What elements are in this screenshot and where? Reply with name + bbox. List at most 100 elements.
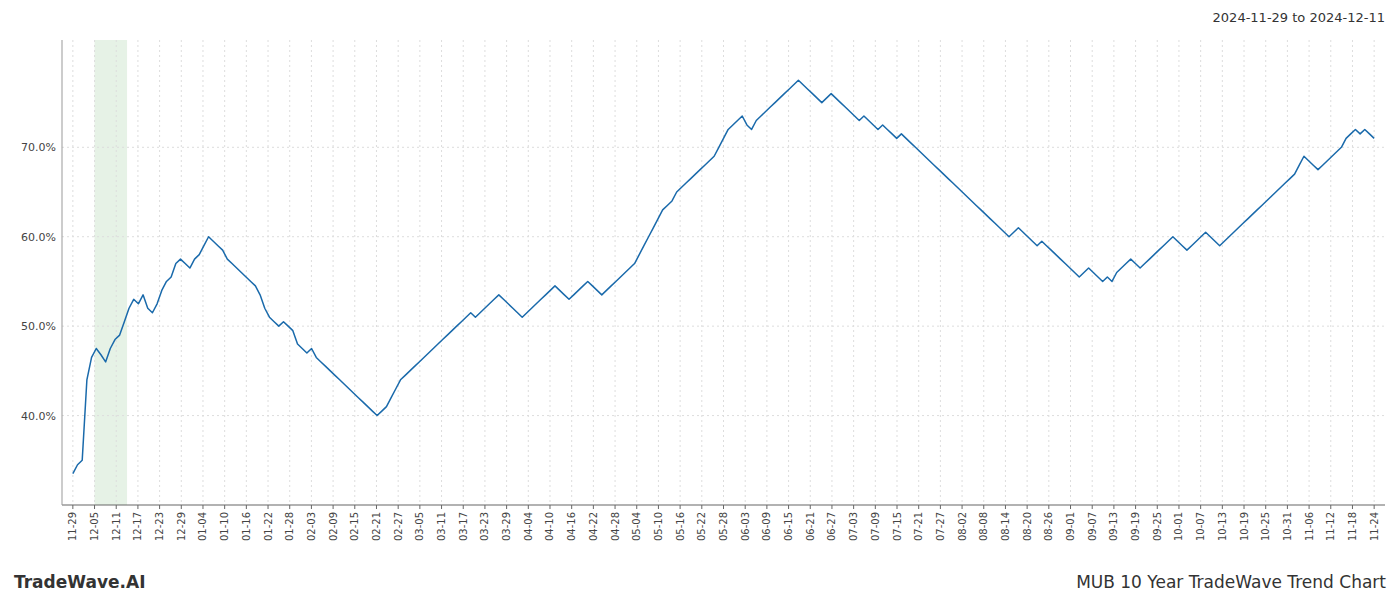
x-tick [897,505,898,509]
x-grid-line [875,40,876,505]
x-tick [831,505,832,509]
x-tick [810,505,811,509]
x-tick [159,505,160,509]
x-grid-line [72,40,73,505]
x-grid-line [983,40,984,505]
x-tick [983,505,984,509]
y-axis-line [62,40,63,505]
x-grid-line [1135,40,1136,505]
x-tick [398,505,399,509]
x-tick [116,505,117,509]
x-tick [1113,505,1114,509]
x-tick-label: 05-10 [653,512,664,541]
x-grid-line [94,40,95,505]
x-tick [615,505,616,509]
x-tick [1178,505,1179,509]
x-tick [311,505,312,509]
x-grid-line [376,40,377,505]
x-tick [1157,505,1158,509]
x-tick [1092,505,1093,509]
x-tick-label: 02-09 [328,512,339,541]
x-grid-line [1309,40,1310,505]
x-tick-label: 05-04 [631,512,642,541]
x-grid-line [1070,40,1071,505]
y-tick-label: 40.0% [21,410,56,423]
x-grid-line [831,40,832,505]
x-tick [376,505,377,509]
x-tick-label: 11-06 [1304,512,1315,541]
x-grid-line [615,40,616,505]
x-tick [484,505,485,509]
x-grid-line [1027,40,1028,505]
x-grid-line [398,40,399,505]
x-tick [788,505,789,509]
x-tick-label: 12-29 [176,512,187,541]
x-grid-line [636,40,637,505]
x-grid-line [268,40,269,505]
x-grid-line [181,40,182,505]
x-grid-line [788,40,789,505]
x-grid-line [506,40,507,505]
x-grid-line [745,40,746,505]
x-grid-line [463,40,464,505]
plot-area [95,40,128,505]
line-group [73,80,1374,473]
x-tick-label: 01-16 [241,512,252,541]
x-tick-label: 10-13 [1217,512,1228,541]
x-tick-label: 06-27 [826,512,837,541]
x-tick-label: 02-21 [371,512,382,541]
x-tick-label: 12-05 [89,512,100,541]
x-grid-line [354,40,355,505]
x-tick [853,505,854,509]
x-grid-line [1178,40,1179,505]
x-grid-line [1200,40,1201,505]
x-tick [636,505,637,509]
x-tick [1352,505,1353,509]
x-grid-line [441,40,442,505]
x-grid-line [549,40,550,505]
x-tick-label: 08-26 [1043,512,1054,541]
x-grid-line [528,40,529,505]
x-grid-line [1113,40,1114,505]
x-tick-label: 09-01 [1065,512,1076,541]
x-tick-label: 03-11 [436,512,447,541]
x-tick-label: 05-22 [696,512,707,541]
annotation: TradeWave.AI [14,572,145,592]
x-tick [419,505,420,509]
x-grid-line [1265,40,1266,505]
x-grid-line [484,40,485,505]
x-tick-label: 11-12 [1325,512,1336,541]
x-tick-label: 07-09 [870,512,881,541]
x-tick-label: 09-19 [1130,512,1141,541]
x-tick-label: 02-27 [393,512,404,541]
x-tick-label: 04-28 [610,512,621,541]
chart-container: 40.0%50.0%60.0%70.0%11-2912-0512-1112-17… [0,0,1400,600]
x-grid-line [1005,40,1006,505]
x-tick [202,505,203,509]
x-tick-label: 10-07 [1195,512,1206,541]
x-tick-label: 03-17 [458,512,469,541]
x-tick [246,505,247,509]
x-tick-label: 01-22 [263,512,274,541]
x-grid-line [1222,40,1223,505]
x-grid-line [658,40,659,505]
x-tick-label: 09-13 [1108,512,1119,541]
x-tick-label: 10-31 [1282,512,1293,541]
x-tick-label: 11-24 [1369,512,1380,541]
x-tick-label: 06-09 [761,512,772,541]
shade-band [95,40,128,505]
x-tick [1200,505,1201,509]
x-tick [723,505,724,509]
x-grid-line [723,40,724,505]
x-tick-label: 08-20 [1022,512,1033,541]
x-tick-label: 10-25 [1260,512,1271,541]
x-tick-label: 10-01 [1173,512,1184,541]
x-tick [1070,505,1071,509]
x-tick [593,505,594,509]
x-tick-label: 11-18 [1347,512,1358,541]
trend-line [73,80,1374,473]
x-tick-label: 07-21 [913,512,924,541]
x-tick-label: 06-03 [740,512,751,541]
x-tick-label: 05-16 [675,512,686,541]
x-tick-label: 03-23 [479,512,490,541]
